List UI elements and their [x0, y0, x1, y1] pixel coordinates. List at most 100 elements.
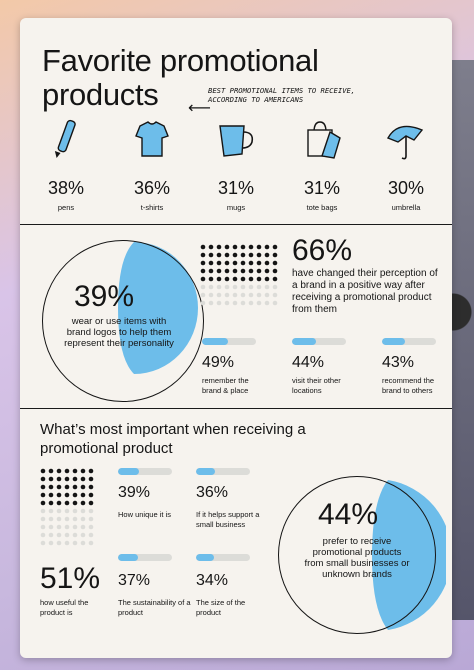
dot — [240, 260, 246, 266]
dot-grid-66 — [200, 244, 278, 306]
dot — [264, 268, 270, 274]
dot — [64, 524, 70, 530]
dot — [48, 468, 54, 474]
mid-stat-label: recommend the brand to others — [382, 376, 435, 395]
dot — [232, 268, 238, 274]
product-label: tote bags — [306, 203, 338, 212]
dot — [88, 468, 94, 474]
mid-stat-label: visit their other locations — [292, 376, 341, 395]
dot — [48, 492, 54, 498]
dot — [264, 244, 270, 250]
dot — [272, 252, 278, 258]
product-pct: 36% — [133, 178, 171, 198]
stat51-label: how useful the product is — [40, 598, 89, 617]
product-umbrella: 30% umbrella — [366, 118, 446, 212]
stat39-pct: 39% — [74, 280, 135, 313]
mid-stat-bar — [382, 338, 436, 345]
mug-icon — [219, 125, 254, 157]
dot — [256, 276, 262, 282]
divider — [20, 224, 452, 225]
dot — [248, 284, 254, 290]
dot — [232, 284, 238, 290]
stat66-pct: 66% — [292, 234, 353, 267]
dot — [248, 260, 254, 266]
dot — [48, 500, 54, 506]
bar-fill — [118, 468, 140, 475]
dot — [64, 540, 70, 546]
stat44-text: prefer to receive promotional products f… — [304, 536, 410, 580]
product-tshirts: 36% t-shirts — [112, 118, 192, 212]
stat51-pct: 51% — [40, 562, 101, 595]
important-pct: 34% — [196, 572, 229, 589]
dot — [64, 508, 70, 514]
dot — [240, 244, 246, 250]
important-label: The size of the product — [196, 598, 246, 617]
dot — [56, 468, 62, 474]
dot — [56, 476, 62, 482]
dot — [232, 276, 238, 282]
dot — [56, 484, 62, 490]
dot — [72, 500, 78, 506]
product-pct: 31% — [303, 178, 341, 198]
mid-stat-bar — [202, 338, 256, 345]
dot — [48, 484, 54, 490]
dot — [224, 244, 230, 250]
dot — [56, 508, 62, 514]
dot — [40, 540, 46, 546]
dot — [80, 532, 86, 538]
dot — [216, 300, 222, 306]
dot — [208, 268, 214, 274]
dot — [256, 260, 262, 266]
divider — [20, 408, 452, 409]
important-pct: 37% — [118, 572, 151, 589]
dot — [80, 492, 86, 498]
dot — [240, 268, 246, 274]
dot — [232, 244, 238, 250]
dot — [72, 532, 78, 538]
dot — [72, 468, 78, 474]
dot — [72, 508, 78, 514]
dot — [256, 284, 262, 290]
dot — [216, 244, 222, 250]
dot — [88, 500, 94, 506]
pen-icon — [54, 119, 76, 158]
dot — [200, 276, 206, 282]
dot — [264, 300, 270, 306]
dot — [272, 268, 278, 274]
important-bar — [118, 554, 172, 561]
dot — [224, 276, 230, 282]
dot — [240, 276, 246, 282]
product-pct: 31% — [217, 178, 255, 198]
dot — [224, 252, 230, 258]
dot — [224, 300, 230, 306]
dot — [80, 500, 86, 506]
dot — [88, 476, 94, 482]
dot — [200, 244, 206, 250]
mid-stat-label: remember the brand & place — [202, 376, 249, 395]
important-label: The sustainability of a product — [118, 598, 191, 617]
dot — [256, 268, 262, 274]
dot — [40, 500, 46, 506]
dot — [72, 524, 78, 530]
dot — [88, 532, 94, 538]
dot — [56, 500, 62, 506]
dot — [256, 244, 262, 250]
bar-fill — [196, 468, 216, 475]
dot — [256, 300, 262, 306]
dot — [232, 260, 238, 266]
dot — [40, 532, 46, 538]
dot — [64, 476, 70, 482]
dot — [272, 244, 278, 250]
stat39-text: wear or use items with brand logos to he… — [64, 316, 174, 349]
dot — [48, 524, 54, 530]
dot — [200, 284, 206, 290]
dot — [40, 524, 46, 530]
product-mugs: 31% mugs — [196, 118, 276, 212]
bar-fill — [292, 338, 316, 345]
dot — [264, 260, 270, 266]
dot-grid-51 — [40, 468, 94, 546]
dot — [272, 292, 278, 298]
dot — [272, 276, 278, 282]
product-pct: 38% — [47, 178, 85, 198]
dot — [48, 508, 54, 514]
